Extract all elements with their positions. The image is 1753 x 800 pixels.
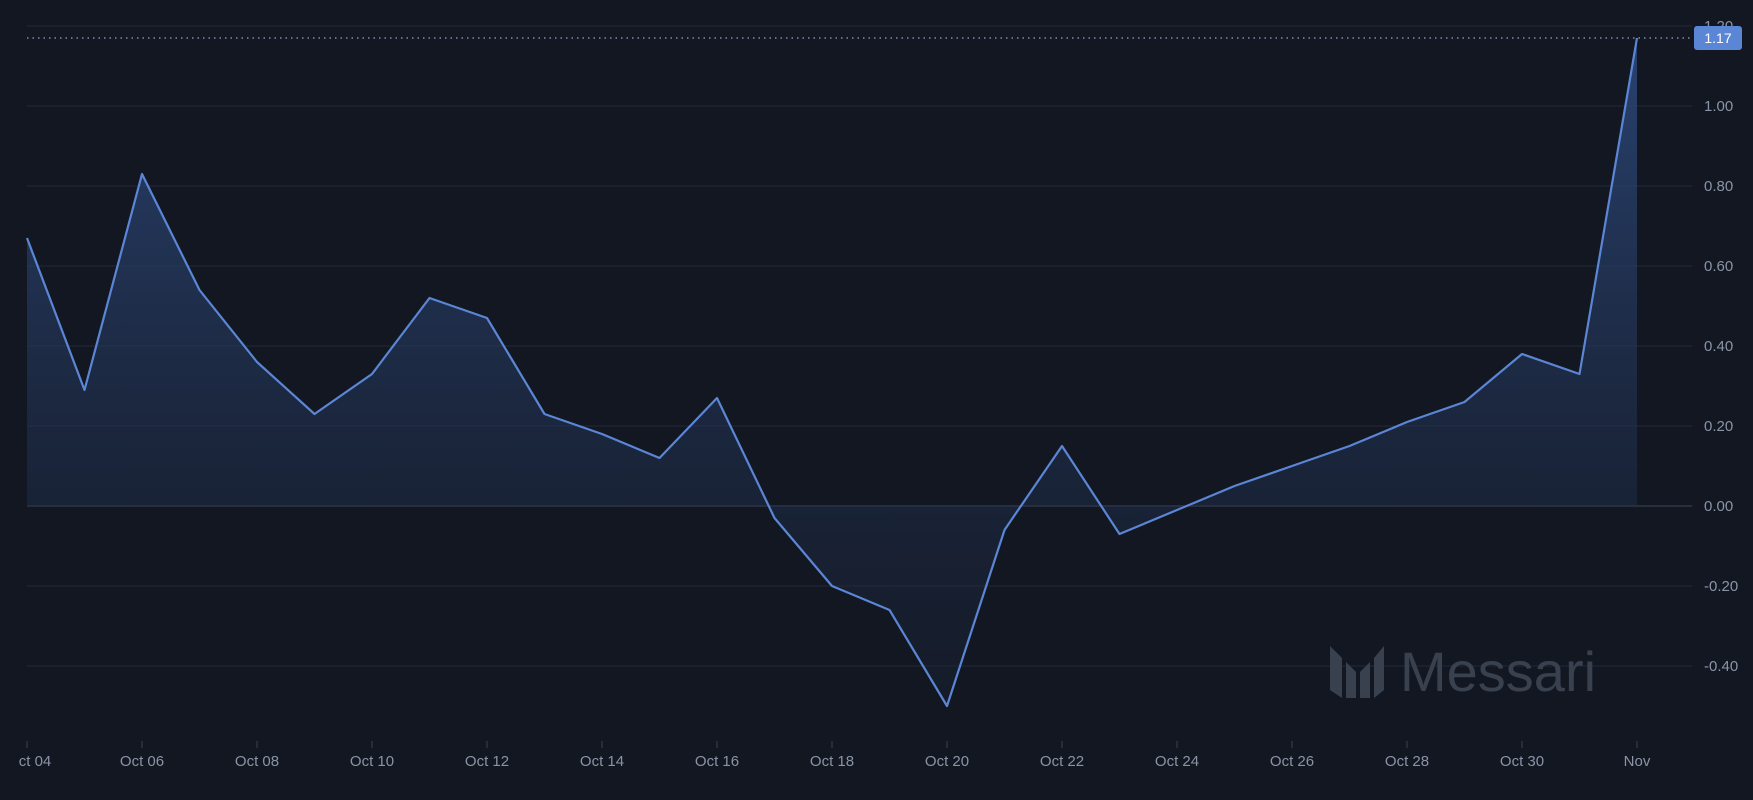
series-area (25, 37, 1639, 708)
last-value-badge-bg (1694, 26, 1742, 50)
y-tick-label: 1.00 (1704, 98, 1733, 115)
y-tick-label: 0.40 (1704, 338, 1733, 355)
y-tick-label: -0.40 (1704, 658, 1738, 675)
x-tick-label: Oct 16 (695, 753, 739, 770)
x-tick-label: Oct 24 (1155, 753, 1199, 770)
y-tick-label: 0.00 (1704, 498, 1733, 515)
last-value-badge: 1.17 (1694, 26, 1742, 50)
x-tick-label: Oct 22 (1040, 753, 1084, 770)
x-tick-label: Oct 18 (810, 753, 854, 770)
y-tick-label: 0.60 (1704, 258, 1733, 275)
watermark: Messari (1330, 640, 1596, 703)
y-axis: 1.201.000.800.600.400.200.00-0.20-0.40 (1704, 18, 1738, 675)
series-line (25, 37, 1639, 708)
x-tick-label: Oct 26 (1270, 753, 1314, 770)
x-tick-label: Nov (1624, 753, 1651, 770)
x-tick-label: Oct 08 (235, 753, 279, 770)
y-tick-label: 0.20 (1704, 418, 1733, 435)
y-tick-label: 0.80 (1704, 178, 1733, 195)
messari-logo-icon (1330, 646, 1384, 698)
x-tick-label: Oct 28 (1385, 753, 1429, 770)
x-tick-label: Oct 12 (465, 753, 509, 770)
x-axis: ct 04 Oct 06 Oct 08 Oct 10 Oct 12 Oct 14 Oct 1… (19, 741, 1651, 770)
x-tick-label: ct 04 (19, 753, 52, 770)
area-fill (27, 38, 1637, 706)
x-tick-label: Oct 30 (1500, 753, 1544, 770)
x-tick-label: Oct 14 (580, 753, 624, 770)
x-tick-label: Oct 10 (350, 753, 394, 770)
x-tick-label: Oct 06 (120, 753, 164, 770)
last-value-label: 1.17 (1704, 30, 1731, 46)
x-tick-label: Oct 20 (925, 753, 969, 770)
watermark-text: Messari (1400, 640, 1596, 703)
y-tick-label: -0.20 (1704, 578, 1738, 595)
